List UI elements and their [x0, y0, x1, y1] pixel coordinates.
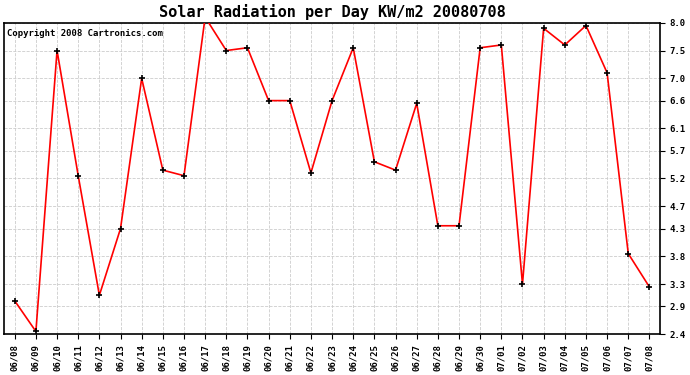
Title: Solar Radiation per Day KW/m2 20080708: Solar Radiation per Day KW/m2 20080708: [159, 4, 506, 20]
Text: Copyright 2008 Cartronics.com: Copyright 2008 Cartronics.com: [8, 29, 164, 38]
